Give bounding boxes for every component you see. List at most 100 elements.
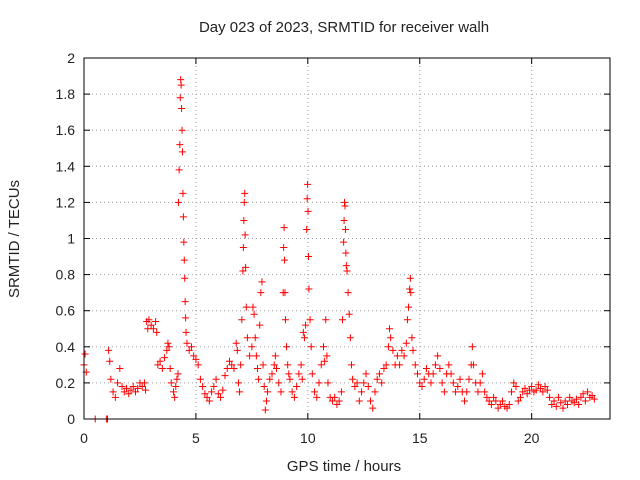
data-point	[208, 388, 216, 396]
data-point	[174, 370, 182, 378]
data-point	[185, 346, 193, 354]
data-point	[172, 383, 180, 391]
data-point	[427, 379, 435, 387]
data-point	[147, 321, 155, 329]
data-point	[256, 321, 264, 329]
data-point	[134, 384, 142, 392]
data-point	[180, 256, 188, 264]
data-point	[285, 370, 293, 378]
data-point	[272, 364, 280, 372]
data-point	[240, 216, 248, 224]
data-point	[106, 357, 114, 365]
data-point	[434, 352, 442, 360]
data-point	[293, 383, 301, 391]
data-point	[313, 393, 321, 401]
data-point	[262, 397, 270, 405]
data-point	[107, 375, 115, 383]
data-point	[290, 393, 298, 401]
data-point	[305, 285, 313, 293]
data-point	[588, 392, 596, 400]
y-axis-title: SRMTID / TECUs	[6, 180, 23, 298]
data-point	[255, 375, 263, 383]
data-point	[203, 393, 211, 401]
data-point	[552, 402, 560, 410]
data-point	[210, 383, 218, 391]
data-point	[559, 404, 567, 412]
data-point	[362, 370, 370, 378]
data-point	[343, 267, 351, 275]
data-point	[214, 390, 222, 398]
data-point	[398, 346, 406, 354]
data-point	[579, 390, 587, 398]
data-point	[233, 346, 241, 354]
data-point	[281, 289, 289, 297]
data-point	[236, 388, 244, 396]
data-point	[164, 339, 172, 347]
data-point	[373, 375, 381, 383]
data-point	[505, 401, 513, 409]
y-tick-label: 0.8	[56, 267, 76, 283]
data-point	[519, 388, 527, 396]
data-point	[449, 379, 457, 387]
data-point	[81, 350, 89, 358]
data-point	[158, 364, 166, 372]
data-point	[178, 105, 186, 113]
data-point	[120, 388, 128, 396]
data-point	[156, 357, 164, 365]
data-point	[178, 126, 186, 134]
data-point	[537, 384, 545, 392]
data-point	[201, 390, 209, 398]
data-point	[445, 361, 453, 369]
y-tick-labels: 0 0.2 0.4 0.6 0.8 1 1.2 1.4 1.6 1.8 2	[56, 50, 76, 427]
data-point	[492, 397, 500, 405]
data-point	[123, 384, 131, 392]
data-point	[111, 393, 119, 401]
data-point	[131, 388, 139, 396]
data-point	[270, 361, 278, 369]
data-point	[436, 364, 444, 372]
data-point	[478, 370, 486, 378]
data-point	[183, 339, 191, 347]
y-tick-label: 1.4	[56, 158, 76, 174]
data-point	[223, 364, 231, 372]
data-point	[187, 343, 195, 351]
data-point	[490, 393, 498, 401]
data-point	[308, 370, 316, 378]
data-point	[351, 383, 359, 391]
data-point	[429, 370, 437, 378]
y-tick-label: 1	[67, 231, 75, 247]
data-point	[534, 381, 542, 389]
data-point	[393, 352, 401, 360]
data-point	[284, 361, 292, 369]
data-point	[105, 346, 113, 354]
data-point	[179, 189, 187, 197]
data-point	[283, 343, 291, 351]
data-point	[353, 379, 361, 387]
data-point	[182, 314, 190, 322]
data-point	[414, 370, 422, 378]
data-point	[548, 401, 556, 409]
data-point	[438, 379, 446, 387]
x-tick-label: 0	[80, 430, 88, 446]
data-point	[418, 383, 426, 391]
data-point	[239, 244, 247, 252]
data-point	[142, 386, 150, 394]
y-tick-label: 1.6	[56, 122, 76, 138]
data-point	[468, 343, 476, 351]
data-point	[503, 404, 511, 412]
data-point	[328, 397, 336, 405]
data-point	[465, 375, 473, 383]
data-point	[239, 267, 247, 275]
data-point	[315, 379, 323, 387]
x-tick-labels: 0 5 10 15 20	[80, 430, 540, 446]
data-point	[264, 388, 272, 396]
data-point	[300, 334, 308, 342]
data-point	[286, 375, 294, 383]
data-point	[364, 383, 372, 391]
data-point	[539, 388, 547, 396]
data-point	[447, 370, 455, 378]
data-point	[345, 310, 353, 318]
data-point	[555, 393, 563, 401]
data-point	[250, 310, 258, 318]
data-point	[382, 361, 390, 369]
